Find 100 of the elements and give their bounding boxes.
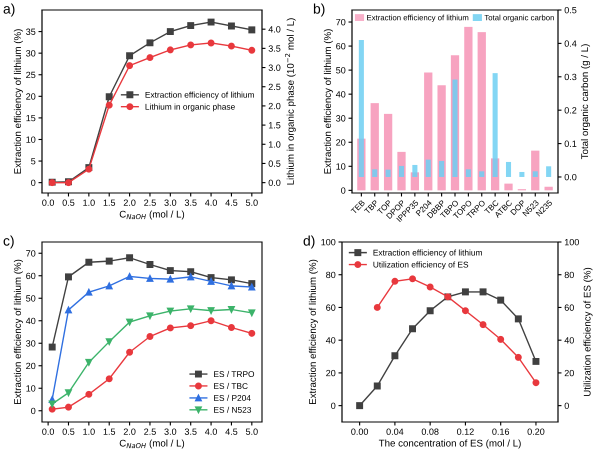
legend-label: Utilization efficiency of ES (373, 261, 468, 270)
legend-label: ES / TRPO (214, 370, 254, 378)
y-tick-label: 30 (336, 115, 346, 122)
x-axis-title: C$_{NaOH}$ (mol / L) (120, 439, 184, 448)
y-tick-label: 10 (26, 136, 36, 143)
x-axis-title: C$_{NaOH}$ (mol / L) (120, 210, 184, 220)
chart-title: a) (4, 4, 14, 16)
legend-label: ES / TBC (214, 382, 248, 389)
y-tick-label: 20 (26, 362, 36, 370)
y2-tick-label: 0.5 (564, 6, 576, 14)
y-tick-label: 25 (26, 72, 36, 78)
y2-tick-label: 0.5 (268, 160, 280, 167)
y-tick-label: 35 (26, 28, 36, 35)
y-tick-label: 20 (326, 370, 336, 376)
y-tick-label: 20 (336, 139, 346, 146)
x-tick-label: 0.0 (42, 199, 54, 206)
y2-tick-label: 1.5 (268, 122, 280, 128)
legend-label: ES / P204 (214, 394, 251, 401)
y2-tick-label: 40 (564, 337, 574, 344)
legend-label: Lithium in organic phase (146, 104, 235, 112)
y2-tick-label: 0.0 (268, 180, 280, 186)
y-tick-label: 50 (336, 67, 346, 74)
x-tick-label: 0.0 (42, 428, 54, 435)
x-tick-label: 0.20 (528, 428, 544, 435)
y2-axis-title: Utilization efficiency of ES (%) (583, 268, 593, 396)
y-tick-label: 40 (336, 91, 346, 98)
x-tick-label: 0.5 (62, 199, 74, 206)
x-tick-label: 2.0 (124, 428, 136, 435)
y-tick-label: 80 (326, 272, 336, 278)
y-tick-label: 10 (26, 385, 36, 392)
x-tick-label: 1.5 (104, 200, 116, 206)
y-tick-label: 40 (326, 337, 336, 344)
y2-tick-label: 1.0 (268, 141, 280, 148)
x-tick-label: 4.0 (205, 428, 217, 435)
x-tick-label: TEB (350, 200, 366, 214)
x-tick-label: 3.5 (184, 428, 197, 435)
y-tick-label: 30 (26, 50, 36, 57)
x-tick-label: 3.0 (164, 428, 176, 435)
x-tick-label: 3.5 (184, 199, 197, 206)
x-tick-label: 0.16 (492, 428, 510, 435)
y2-tick-label: 2.5 (268, 84, 280, 90)
y-tick-label: 60 (336, 43, 346, 50)
y-tick-label: 60 (326, 304, 336, 311)
y-tick-label: 70 (336, 18, 346, 26)
x-tick-label: 4.0 (205, 199, 217, 206)
y2-tick-label: 80 (564, 272, 574, 278)
y2-tick-label: 20 (564, 370, 574, 376)
x-tick-label: 4.5 (225, 428, 238, 435)
y-tick-label: 5 (31, 158, 36, 164)
y-axis-title: Extraction efficiency of lithium (%) (14, 29, 23, 174)
x-tick-label: 1.0 (83, 199, 95, 206)
y-tick-label: 0 (331, 402, 336, 409)
x-tick-label: 1.5 (104, 428, 116, 435)
x-tick-label: 0.12 (456, 428, 474, 435)
y2-axis-title: Lithium in organic phase (10$^{−2}$ mol / L) (284, 18, 296, 185)
y-tick-label: 0 (31, 180, 36, 186)
y-tick-label: 100 (321, 238, 336, 246)
y2-tick-label: 0.4 (564, 40, 577, 47)
x-tick-label: 1.0 (83, 428, 95, 435)
y2-tick-label: 0.3 (564, 74, 576, 80)
y-tick-label: 0 (341, 187, 346, 194)
y-tick-label: 0 (31, 408, 36, 414)
y-axis-title: Extraction efficiency of lithium (%) (324, 29, 333, 174)
y-axis-title: Extraction efficiency of lithium (%) (308, 260, 318, 404)
x-tick-label: 2.5 (144, 428, 156, 435)
x-tick-label: 0.04 (386, 428, 404, 435)
y-tick-label: 30 (26, 340, 36, 347)
y-tick-label: 60 (26, 272, 36, 280)
y2-tick-label: 0.1 (564, 140, 576, 147)
chart-title: c) (4, 236, 14, 248)
y2-tick-label: 100 (564, 238, 579, 246)
y2-axis-title: Total organic carbon (g / L) (580, 44, 590, 160)
x-tick-label: 4.5 (225, 200, 238, 206)
x-tick-label: TBP (364, 200, 379, 214)
x-tick-label: 0.00 (351, 428, 368, 435)
x-tick-label: 3.0 (164, 199, 176, 206)
x-tick-label: 0.5 (62, 428, 74, 435)
legend-label: Extraction efficiency of lithium (146, 92, 254, 100)
legend-label: ES / N523 (214, 406, 252, 413)
y2-tick-label: 0.2 (564, 107, 576, 114)
y-tick-label: 10 (336, 163, 346, 170)
x-axis-title: The concentration of ES (mol / L) (378, 439, 521, 448)
legend-label: Extraction efficiency of lithium (374, 250, 482, 258)
y-tick-label: 70 (26, 250, 36, 257)
x-tick-label: 2.0 (124, 199, 136, 206)
y2-tick-label: 4.0 (268, 26, 280, 33)
y-tick-label: 50 (26, 295, 36, 302)
y-tick-label: 20 (26, 93, 36, 100)
y2-tick-label: 3.0 (268, 64, 280, 71)
chart-title: b) (314, 4, 324, 16)
x-tick-label: 0.08 (422, 428, 439, 435)
y-axis-title: Extraction efficiency of lithium (%) (14, 260, 23, 404)
y2-tick-label: 0.0 (564, 174, 576, 180)
y2-tick-label: 2.0 (268, 102, 280, 110)
chart-title: d) (304, 236, 314, 248)
y2-tick-label: 0 (564, 402, 569, 409)
y2-tick-label: 3.5 (268, 45, 280, 52)
y-tick-label: 40 (26, 318, 36, 324)
y-tick-label: 15 (26, 114, 36, 122)
x-tick-label: 2.5 (144, 199, 156, 206)
